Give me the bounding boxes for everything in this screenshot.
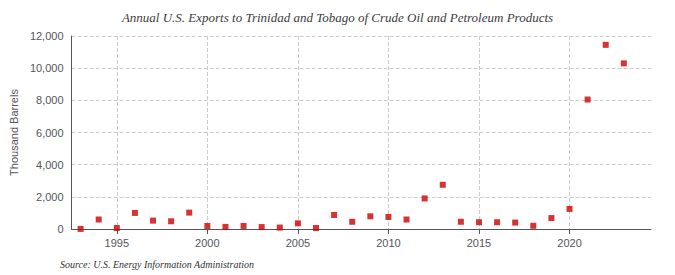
svg-text:2015: 2015 (467, 237, 491, 249)
svg-text:4,000: 4,000 (36, 159, 64, 171)
svg-text:12,000: 12,000 (30, 30, 64, 42)
svg-text:2005: 2005 (286, 237, 310, 249)
svg-text:8,000: 8,000 (36, 94, 64, 106)
svg-text:Annual U.S. Exports to Trinida: Annual U.S. Exports to Trinidad and Toba… (121, 10, 553, 25)
svg-text:Source: U.S. Energy Informatio: Source: U.S. Energy Information Administ… (60, 259, 254, 270)
svg-text:2000: 2000 (195, 237, 219, 249)
svg-text:6,000: 6,000 (36, 127, 64, 139)
svg-text:2,000: 2,000 (36, 191, 64, 203)
svg-text:2020: 2020 (557, 237, 581, 249)
svg-text:0: 0 (57, 223, 63, 235)
svg-text:1995: 1995 (105, 237, 129, 249)
svg-text:10,000: 10,000 (30, 62, 64, 74)
svg-text:Thousand Barrels: Thousand Barrels (8, 89, 20, 176)
svg-text:2010: 2010 (376, 237, 400, 249)
